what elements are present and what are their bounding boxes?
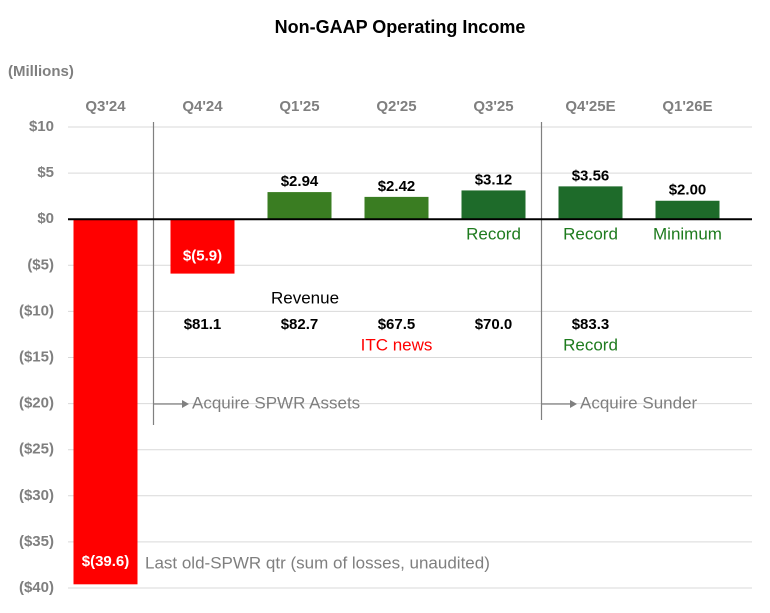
value-label: $2.94 [281, 173, 319, 190]
y-tick-label: ($35) [19, 533, 54, 550]
value-label: $3.56 [572, 167, 610, 184]
value-label: $3.12 [475, 171, 513, 188]
y-tick-label: $10 [29, 118, 54, 135]
bar [267, 192, 332, 220]
revenue-value: $83.3 [572, 316, 610, 333]
value-label: $2.00 [669, 182, 707, 199]
bar-note: Record [466, 224, 521, 243]
bar-note: Minimum [653, 224, 722, 243]
y-tick-label: ($5) [27, 256, 54, 273]
revenue-note: ITC news [361, 335, 433, 354]
y-tick-label: ($10) [19, 302, 54, 319]
y-tick-label: ($40) [19, 579, 54, 596]
x-tick-label: Q1'26E [662, 98, 712, 115]
value-label: $(39.6) [82, 553, 130, 570]
bar [364, 196, 429, 220]
y-tick-label: $0 [37, 210, 54, 227]
value-label: $2.42 [378, 178, 416, 195]
event-label: Acquire SPWR Assets [192, 393, 360, 412]
y-tick-label: ($25) [19, 441, 54, 458]
event-arrowhead [182, 400, 189, 408]
bar-note: Record [563, 224, 618, 243]
y-tick-label: ($15) [19, 348, 54, 365]
chart-title: Non-GAAP Operating Income [275, 17, 526, 37]
y-tick-label: ($20) [19, 395, 54, 412]
revenue-value: $67.5 [378, 316, 416, 333]
bar [558, 186, 623, 220]
revenue-label: Revenue [271, 288, 339, 307]
revenue-value: $70.0 [475, 316, 513, 333]
event-label: Acquire Sunder [580, 393, 698, 412]
y-tick-label: $5 [37, 164, 54, 181]
x-tick-label: Q4'24 [182, 98, 223, 115]
x-tick-label: Q2'25 [376, 98, 416, 115]
event-arrowhead [570, 400, 577, 408]
value-label: $(5.9) [183, 248, 222, 265]
revenue-value: $81.1 [184, 316, 222, 333]
bar [655, 200, 720, 220]
x-tick-label: Q3'24 [85, 98, 126, 115]
x-tick-label: Q4'25E [565, 98, 615, 115]
y-tick-label: ($30) [19, 487, 54, 504]
revenue-note: Record [563, 335, 618, 354]
footnote: Last old-SPWR qtr (sum of losses, unaudi… [145, 553, 490, 572]
x-tick-label: Q1'25 [279, 98, 319, 115]
bar [73, 219, 138, 585]
bar [461, 190, 526, 220]
bar [170, 219, 235, 274]
revenue-value: $82.7 [281, 316, 319, 333]
y-axis-label: (Millions) [8, 63, 74, 80]
x-tick-label: Q3'25 [473, 98, 513, 115]
